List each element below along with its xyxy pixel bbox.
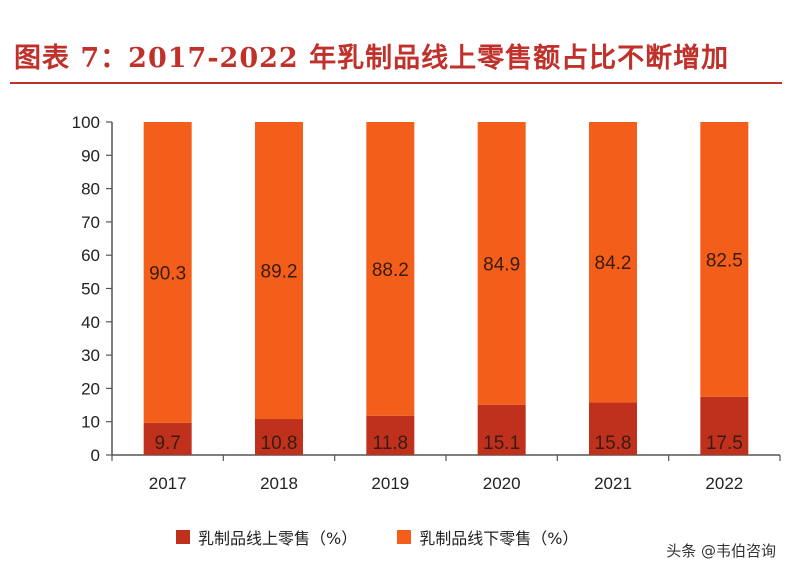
x-tick-label-2020: 2020	[483, 474, 521, 493]
legend-label-offline: 乳制品线下零售（%）	[419, 529, 579, 548]
y-tick-label: 40	[81, 313, 100, 332]
title-divider	[10, 82, 782, 84]
legend: 乳制品线上零售（%） 乳制品线下零售（%）	[176, 525, 618, 549]
bar-offline-2018	[255, 122, 303, 420]
x-tick-label-2019: 2019	[371, 474, 409, 493]
y-tick-label: 0	[91, 446, 100, 465]
data-label-online-2022: 17.5	[706, 433, 743, 454]
bar-offline-2019	[366, 122, 415, 416]
x-tick-label-2017: 2017	[149, 474, 187, 493]
legend-item-online: 乳制品线上零售（%）	[176, 525, 357, 549]
data-label-offline-2017: 90.3	[149, 263, 186, 284]
y-tick-label: 30	[81, 346, 100, 365]
x-axis-ticks: 2017 2018 2019 2020 2021 2022	[111, 455, 781, 493]
chart-title: 图表 7：2017-2022 年乳制品线上零售额占比不断增加	[14, 43, 730, 74]
x-tick-label-2018: 2018	[260, 474, 298, 493]
x-tick-label-2021: 2021	[594, 474, 632, 493]
legend-swatch-online	[176, 530, 190, 544]
y-tick-label: 10	[81, 413, 100, 432]
y-tick-label: 80	[81, 180, 100, 199]
bar-online-2019	[366, 415, 415, 455]
y-tick-label: 100	[72, 113, 100, 132]
bar-offline-2022	[700, 122, 749, 397]
data-label-offline-2018: 89.2	[261, 262, 298, 283]
data-label-online-2017: 9.7	[154, 433, 180, 454]
bar-online-2017	[143, 422, 192, 455]
bar-offline-2017	[143, 122, 192, 423]
bar-online-2018	[255, 419, 303, 455]
data-label-online-2021: 15.8	[595, 433, 632, 454]
x-tick-label-2022: 2022	[705, 474, 743, 493]
data-label-online-2019: 11.8	[373, 433, 409, 454]
bars-group	[143, 122, 749, 455]
y-axis-ticks: 0 10 20 30 40 50 60 70 80 90 100	[72, 113, 112, 465]
y-tick-label: 60	[81, 246, 100, 265]
y-tick-label: 20	[81, 379, 100, 398]
data-label-offline-2022: 82.5	[706, 250, 743, 271]
data-label-online-2020: 15.1	[483, 433, 520, 454]
data-label-offline-2019: 88.2	[372, 260, 409, 281]
data-labels-group: 9.7 90.3 10.8 89.2 11.8 88.2 15.1 84.9 15.8 84.2 1…	[149, 250, 743, 454]
legend-swatch-offline	[397, 530, 412, 544]
y-tick-label: 70	[81, 213, 100, 232]
legend-label-online: 乳制品线上零售（%）	[198, 529, 358, 548]
data-label-offline-2021: 84.2	[595, 253, 632, 274]
watermark: 头条 @韦伯咨询	[660, 537, 782, 564]
y-tick-label: 50	[81, 280, 100, 299]
y-tick-label: 90	[81, 146, 100, 165]
data-label-online-2018: 10.8	[261, 433, 298, 454]
data-label-offline-2020: 84.9	[483, 254, 520, 275]
bar-online-2020	[477, 404, 526, 455]
bar-online-2021	[589, 402, 637, 455]
bar-online-2022	[700, 396, 749, 455]
bar-offline-2020	[477, 122, 526, 405]
legend-item-offline: 乳制品线下零售（%）	[397, 525, 578, 549]
bar-offline-2021	[589, 122, 637, 403]
